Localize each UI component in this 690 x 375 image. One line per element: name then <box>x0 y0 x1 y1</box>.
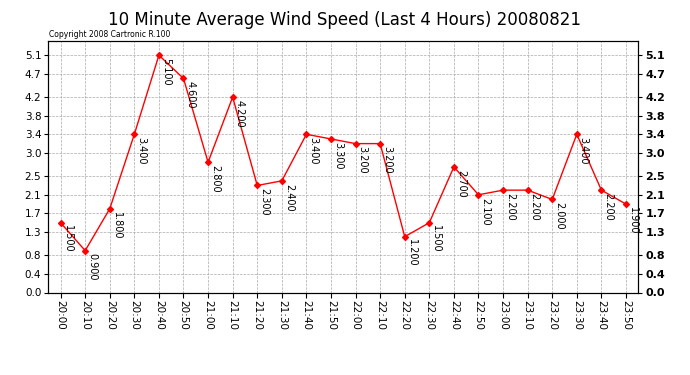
Text: 2.100: 2.100 <box>480 198 491 225</box>
Text: 2.400: 2.400 <box>284 184 294 211</box>
Text: 3.200: 3.200 <box>382 146 392 174</box>
Text: 1.900: 1.900 <box>628 207 638 234</box>
Text: 1.200: 1.200 <box>406 240 417 267</box>
Text: 2.200: 2.200 <box>530 193 540 220</box>
Text: 2.000: 2.000 <box>554 202 564 230</box>
Text: 0.900: 0.900 <box>87 254 97 281</box>
Text: 4.200: 4.200 <box>235 100 244 128</box>
Text: 2.800: 2.800 <box>210 165 220 193</box>
Text: 3.400: 3.400 <box>308 137 318 165</box>
Text: 5.100: 5.100 <box>161 58 171 86</box>
Text: 2.200: 2.200 <box>603 193 613 220</box>
Text: 1.500: 1.500 <box>431 225 441 253</box>
Text: 3.400: 3.400 <box>137 137 146 165</box>
Text: 3.200: 3.200 <box>357 146 368 174</box>
Text: 2.200: 2.200 <box>505 193 515 220</box>
Text: 2.700: 2.700 <box>456 170 466 197</box>
Text: 1.500: 1.500 <box>63 225 72 253</box>
Text: 4.600: 4.600 <box>186 81 195 109</box>
Text: 2.300: 2.300 <box>259 188 269 216</box>
Text: 10 Minute Average Wind Speed (Last 4 Hours) 20080821: 10 Minute Average Wind Speed (Last 4 Hou… <box>108 11 582 29</box>
Text: Copyright 2008 Cartronic R.100: Copyright 2008 Cartronic R.100 <box>50 30 171 39</box>
Text: 3.300: 3.300 <box>333 142 343 169</box>
Text: 1.800: 1.800 <box>112 211 121 239</box>
Text: 3.400: 3.400 <box>579 137 589 165</box>
